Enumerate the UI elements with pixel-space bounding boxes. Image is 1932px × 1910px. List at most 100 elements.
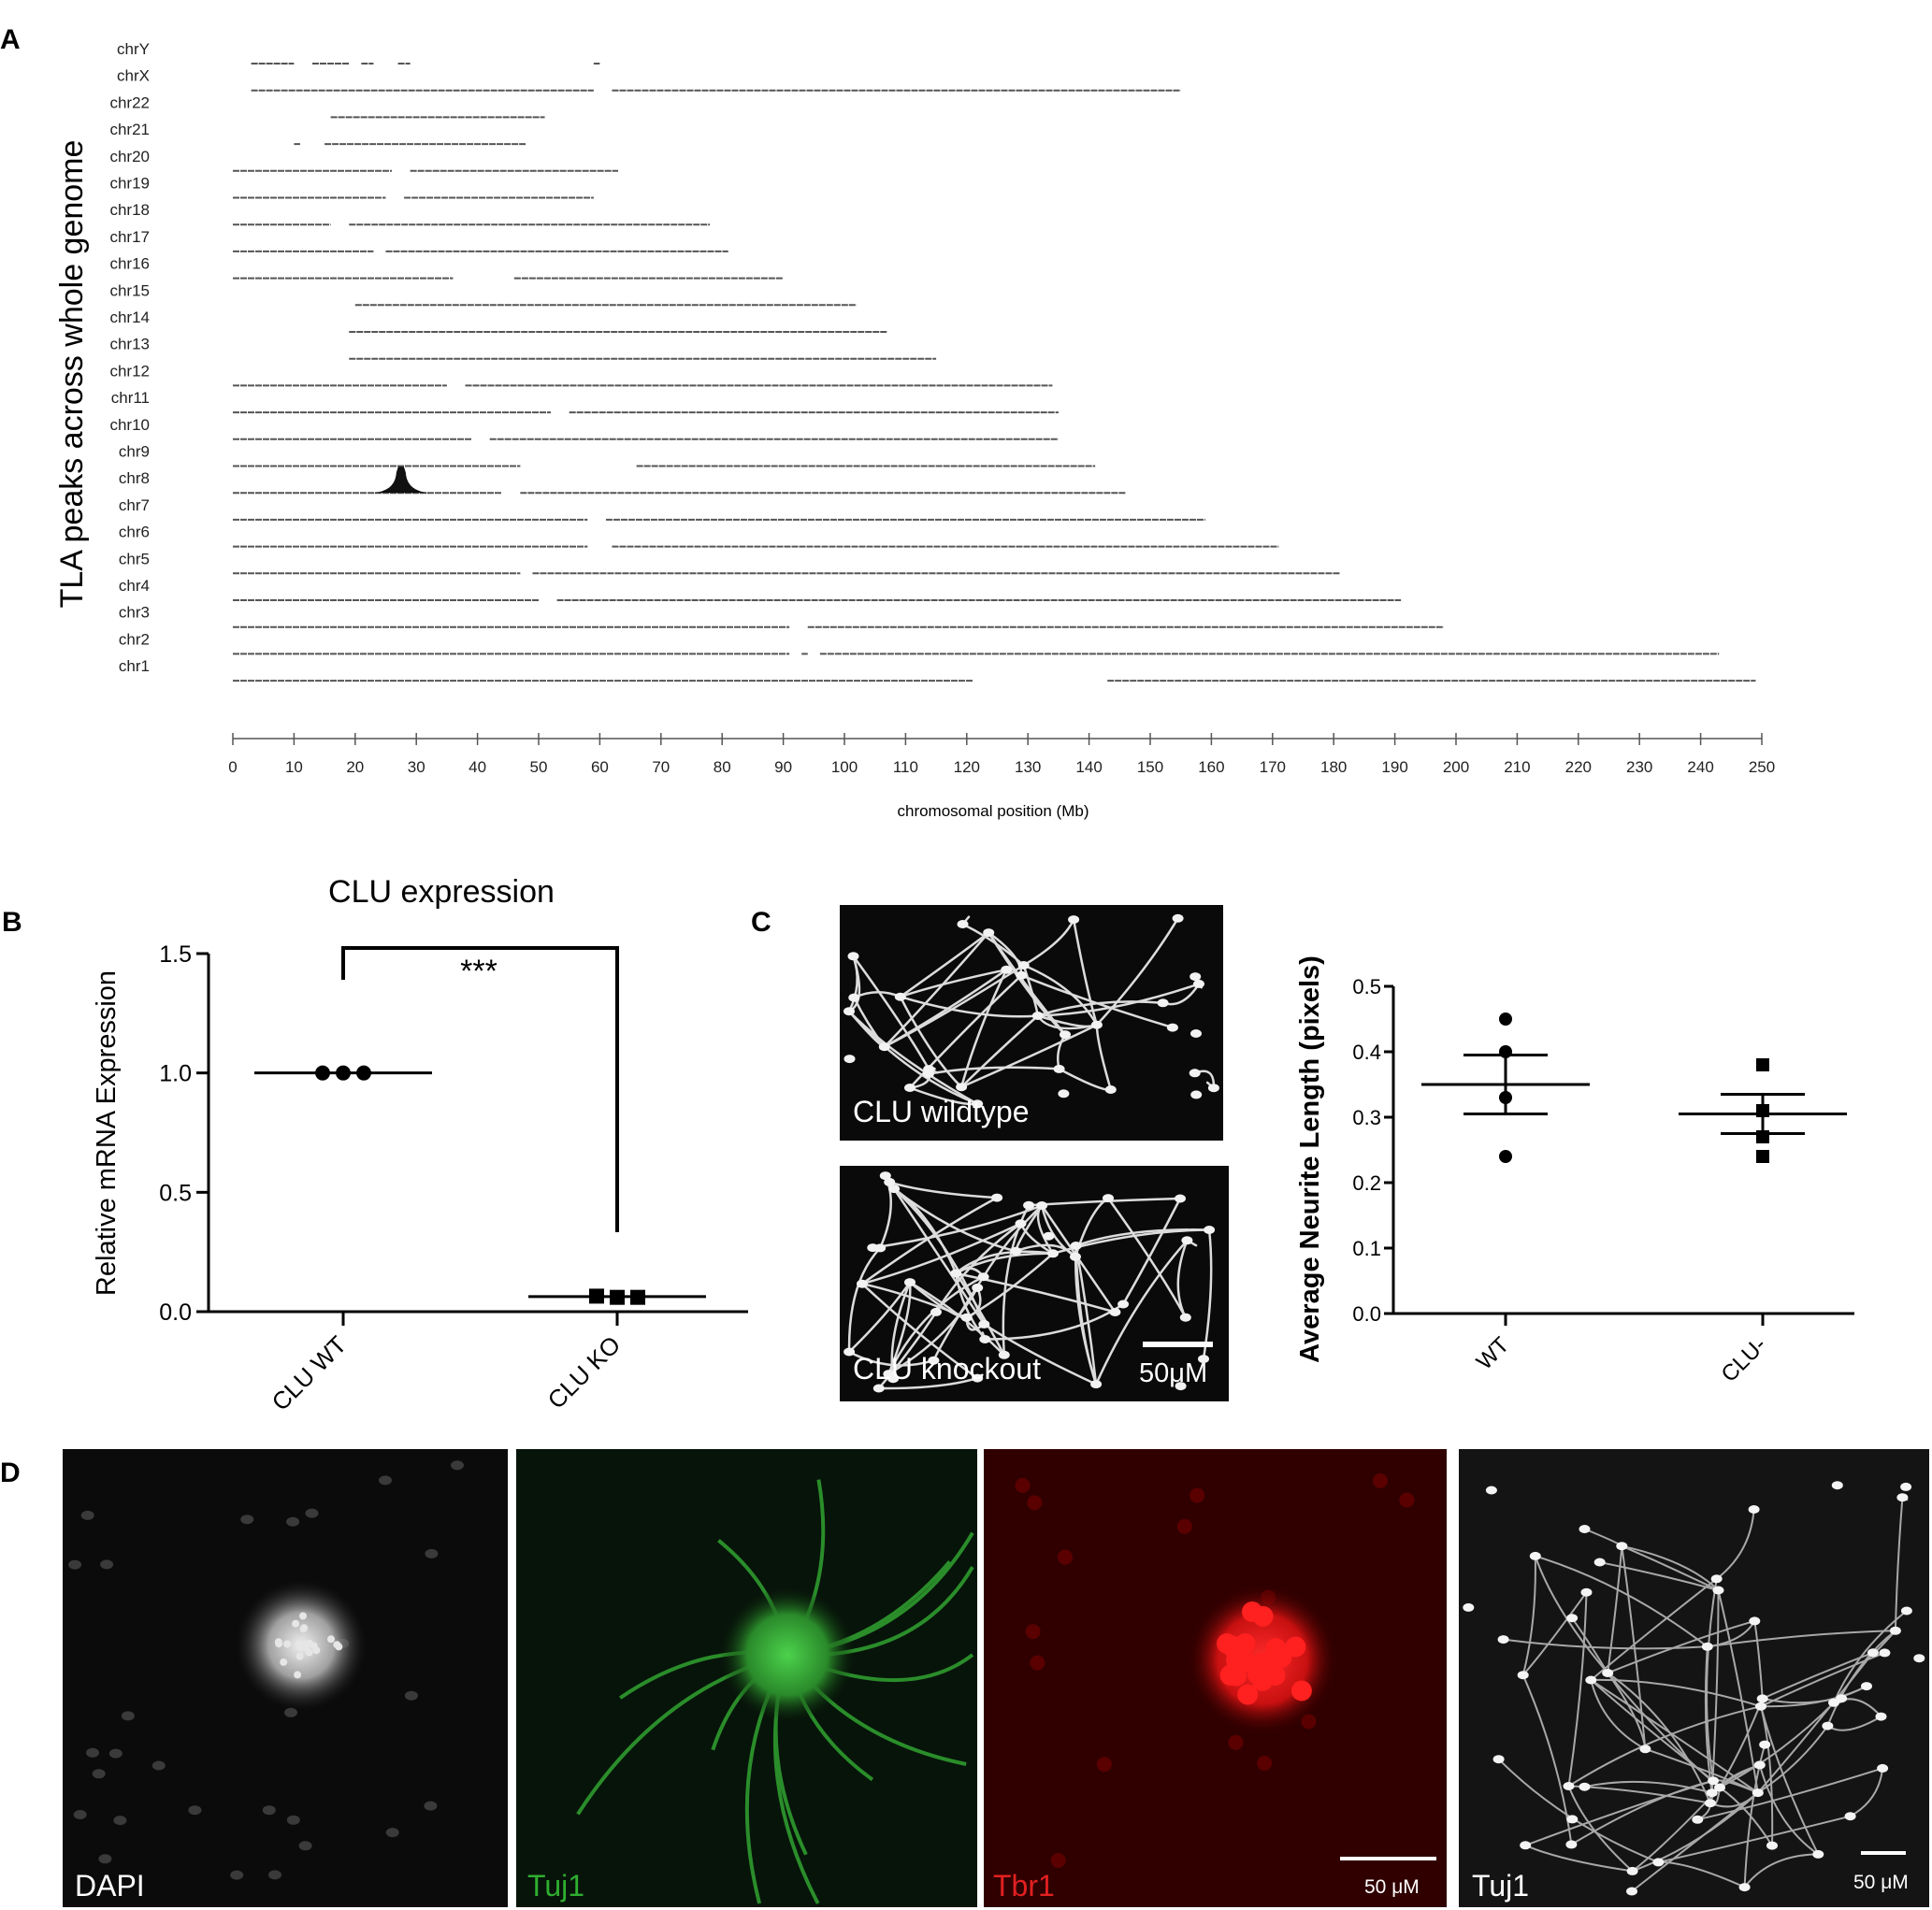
panel-b-chart: CLU expression Relative mRNA Expression … — [92, 874, 748, 1416]
x-tick-label: 180 — [1320, 758, 1347, 776]
chromosome-label: chr21 — [109, 121, 150, 138]
d-tuj1-green-label: Tuj1 — [527, 1869, 584, 1903]
x-tick-label: 240 — [1687, 758, 1713, 776]
x-tick-label: 40 — [469, 758, 486, 776]
panel-d-tuj1-gray: 50 μM Tuj1 — [1459, 1449, 1929, 1907]
chromosome-label: chr18 — [109, 201, 150, 219]
panel-c-points — [1421, 1012, 1847, 1163]
x-tick-label: 140 — [1075, 758, 1102, 776]
panel-a-ylabel: TLA peaks across whole genome — [54, 140, 90, 609]
x-tick-label: 70 — [652, 758, 670, 776]
x-tick-label: CLU WT — [267, 1330, 353, 1416]
x-tick-label: WT — [1472, 1332, 1515, 1375]
chromosome-label: chrY — [117, 40, 150, 58]
x-tick-label: 230 — [1626, 758, 1652, 776]
x-tick-label: 120 — [954, 758, 980, 776]
chromosome-label: chrX — [117, 67, 150, 85]
d-tuj1-scale-label: 50 μM — [1853, 1872, 1909, 1893]
panel-b-xticks: CLU WT CLU KO — [267, 1312, 627, 1416]
panel-b-title: CLU expression — [328, 874, 555, 910]
data-point — [1756, 1150, 1769, 1163]
chromosome-label: chr8 — [119, 469, 150, 487]
chromosome-label: chr10 — [109, 416, 150, 434]
y-tick-label: 0.5 — [159, 1180, 192, 1206]
d-tbr1-label: Tbr1 — [993, 1869, 1055, 1903]
panel-letter-a: A — [0, 24, 21, 55]
y-tick-label: 0.4 — [1352, 1041, 1381, 1064]
y-tick-label: 1.0 — [159, 1061, 192, 1087]
data-point — [1756, 1130, 1769, 1143]
y-tick-label: 0.1 — [1352, 1237, 1381, 1260]
x-tick-label: 20 — [346, 758, 364, 776]
x-tick-label: CLU KO — [542, 1330, 627, 1415]
panel-d-dapi: DAPI — [63, 1449, 508, 1907]
panel-d-tuj1-green: Tuj1 — [516, 1449, 977, 1907]
tla-peak — [372, 467, 429, 494]
x-tick-label: 80 — [714, 758, 731, 776]
x-tick-label: 110 — [893, 758, 918, 776]
panel-a-chart: TLA peaks across whole genome chrYchrXch… — [54, 40, 1775, 820]
data-point — [315, 1065, 330, 1081]
panel-a-xlabel: chromosomal position (Mb) — [897, 802, 1089, 820]
chromosome-label: chr6 — [119, 524, 150, 541]
chromosome-label: chr19 — [109, 175, 150, 193]
y-tick-label: 0.3 — [1352, 1106, 1381, 1129]
chromosome-label: chr12 — [109, 362, 150, 380]
x-tick-label: 250 — [1749, 758, 1775, 776]
x-tick-label: 0 — [228, 758, 237, 776]
data-point — [1756, 1104, 1769, 1117]
chromosome-label: chr14 — [109, 309, 150, 326]
panel-b-points — [254, 1065, 706, 1305]
panel-b-yticks: 0.0 0.5 1.0 1.5 — [159, 941, 209, 1326]
data-point — [1499, 1150, 1512, 1163]
x-tick-label: 210 — [1504, 758, 1530, 776]
y-tick-label: 0.0 — [1352, 1302, 1381, 1326]
chromosome-tracks — [233, 63, 1756, 682]
x-tick-label: 60 — [591, 758, 609, 776]
chromosome-label: chr5 — [119, 550, 150, 567]
d-tuj1-gray-label: Tuj1 — [1472, 1869, 1529, 1903]
x-tick-label: 160 — [1198, 758, 1224, 776]
x-tick-label: CLU- — [1717, 1332, 1772, 1387]
panel-letter-c: C — [751, 907, 771, 938]
x-tick-label: 50 — [530, 758, 548, 776]
chromosome-label: chr4 — [119, 577, 150, 595]
y-tick-label: 0.0 — [159, 1300, 192, 1326]
panel-c-yticks: 0.0 0.1 0.2 0.3 0.4 0.5 — [1352, 975, 1393, 1326]
panel-letter-b: B — [2, 907, 22, 938]
chromosome-label: chr3 — [119, 604, 150, 622]
x-tick-label: 170 — [1260, 758, 1286, 776]
chromosome-label: chr1 — [119, 657, 150, 675]
data-point — [1756, 1058, 1769, 1071]
significance-stars: *** — [460, 954, 497, 989]
panel-c-micrograph-wildtype: CLU wildtype — [840, 905, 1223, 1141]
chromosome-labels: chrY chrX chr22 chr21 chr20 chr19 chr18 chr17 ch… — [109, 40, 150, 675]
data-point — [1499, 1091, 1512, 1104]
chromosome-label: chr15 — [109, 281, 150, 299]
data-point — [1499, 1045, 1512, 1058]
data-point — [589, 1288, 604, 1304]
panel-b-ylabel: Relative mRNA Expression — [92, 970, 122, 1296]
chromosome-label: chr16 — [109, 255, 150, 273]
x-tick-label: 30 — [408, 758, 425, 776]
panel-a-ticks: 0 10 20 30 40 50 60 70 80 90 100 110 120 130 140 150 160… — [228, 733, 1775, 776]
x-tick-label: 220 — [1565, 758, 1592, 776]
chromosome-label: chr2 — [119, 630, 150, 648]
chromosome-label: chr20 — [109, 148, 150, 165]
y-tick-label: 1.5 — [159, 941, 192, 968]
d-dapi-label: DAPI — [75, 1869, 145, 1903]
data-point — [356, 1065, 371, 1081]
x-tick-label: 150 — [1137, 758, 1163, 776]
data-point — [610, 1289, 625, 1305]
chromosome-label: chr17 — [109, 228, 150, 246]
c-wildtype-label: CLU wildtype — [853, 1095, 1030, 1128]
y-tick-label: 0.5 — [1352, 975, 1381, 998]
chromosome-label: chr11 — [111, 389, 150, 407]
y-tick-label: 0.2 — [1352, 1171, 1381, 1195]
panel-d-tbr1-red: 50 μM Tbr1 — [984, 1449, 1447, 1907]
panel-c-micrograph-knockout: CLU knockout 50μM — [840, 1166, 1229, 1401]
chromosome-label: chr22 — [109, 93, 150, 111]
x-tick-label: 100 — [831, 758, 858, 776]
chromosome-label: chr13 — [109, 336, 150, 353]
